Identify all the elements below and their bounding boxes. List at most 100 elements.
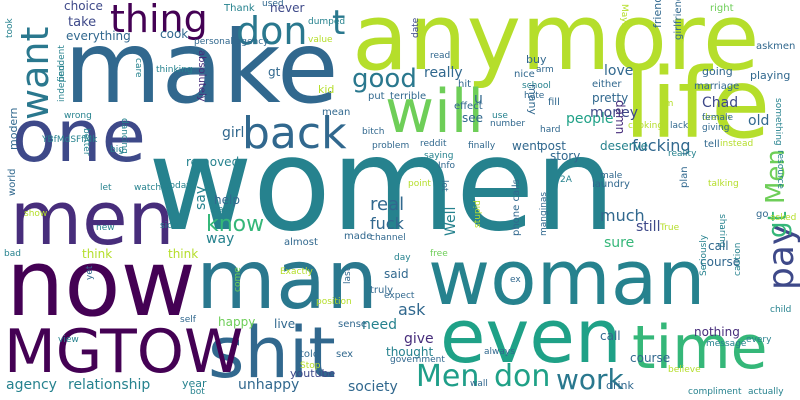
word-marriage: marriage [694, 81, 740, 92]
word-believe: bot [190, 387, 205, 397]
word-mgtow: MGTOW [4, 317, 244, 387]
word-wrong: big [110, 145, 124, 155]
word-many: many [526, 84, 539, 115]
word-modern: course [700, 255, 741, 269]
word-woman: woman [428, 233, 706, 322]
word-still: still [636, 219, 661, 235]
word-girl: girl [222, 125, 245, 141]
word-reality: reality [668, 149, 697, 159]
word-ask: ask [398, 300, 426, 319]
word-last: sense [338, 319, 368, 330]
word-will: will [385, 77, 485, 147]
word-dumped: used [262, 0, 284, 9]
word-compliment: Seriously [699, 234, 709, 276]
word-never: never [270, 1, 305, 15]
word-use: use [492, 111, 508, 121]
word-thing: thing [110, 0, 208, 41]
word-took: let [100, 183, 112, 193]
word-bitch: bitch [362, 127, 385, 137]
word-good: good [352, 64, 417, 94]
word-always: compliment [688, 387, 742, 397]
word-fill: fill [548, 97, 560, 108]
word-phone-calls: phone calls [511, 179, 522, 236]
word-terrible: terrible [390, 91, 427, 102]
word-info: Info [438, 161, 456, 171]
word-back: back [242, 108, 347, 159]
word-equality: caution [733, 242, 743, 276]
word-hate: hate [524, 91, 545, 101]
word-sex: always [484, 347, 515, 357]
word-wall: believe [668, 365, 701, 375]
word-much: much [600, 206, 645, 225]
word-resource: resource [775, 150, 785, 189]
word-thinking: jp [204, 181, 213, 191]
word-see: see [462, 111, 484, 125]
word-message: view [58, 335, 79, 345]
word-askmen: right [710, 3, 734, 14]
word-view: find [57, 64, 67, 82]
word-buy: buy [526, 53, 547, 66]
word-think: think [168, 247, 199, 261]
word-asked: asked [770, 213, 797, 223]
word-school: school [522, 81, 551, 91]
word-men-cap: Men [416, 359, 480, 394]
word-ybfmd: better [81, 128, 91, 156]
word-big: side [160, 221, 179, 231]
word-went: went [512, 139, 542, 153]
word-reason: world [7, 168, 18, 196]
word-money: money [590, 105, 638, 121]
word-live: live [274, 317, 296, 331]
word-almost: day [394, 253, 411, 263]
word-read: date [411, 17, 421, 38]
word-told: government [390, 355, 445, 365]
word-lot: lot [439, 180, 449, 192]
word-sense: Stop [300, 361, 321, 371]
word-manginas: manginas [539, 191, 549, 236]
word-really: really [424, 65, 463, 81]
word-real: real [370, 194, 405, 215]
word-find: watch v [134, 183, 170, 193]
word-cook: cook [160, 27, 189, 41]
word-drink: message [706, 339, 747, 349]
word-value: dumped [308, 17, 346, 27]
word-story: story [550, 149, 581, 163]
word-world: said [384, 267, 409, 281]
word-caution: show [24, 209, 48, 219]
word-problem: problem [372, 141, 410, 151]
word-male: male [600, 171, 623, 181]
word-shit: shit [208, 312, 336, 394]
word-t: t [332, 3, 346, 43]
word-cooking: cooking [628, 121, 664, 131]
word-call: call [600, 329, 621, 343]
word-effect: effect [454, 101, 483, 112]
word-dream: dream [702, 113, 732, 123]
word-every: YBfMdSFfMk [42, 135, 98, 145]
word-happy: happy [218, 315, 256, 329]
word-made: free [430, 249, 448, 259]
word-truly: told [300, 349, 320, 360]
word-women: women [148, 111, 616, 260]
word-plan: plan [679, 166, 690, 188]
word-thought: thought [386, 345, 434, 359]
word-sure: sure [604, 235, 635, 251]
word-now: now [6, 230, 196, 337]
word-completely: every [746, 335, 772, 345]
word-expect: sex [336, 349, 354, 360]
word-personal-agency: modern [7, 107, 20, 151]
word-mean: mean [322, 107, 351, 118]
word-take: take [68, 15, 97, 30]
word-bad: care [133, 58, 143, 78]
word-come: last [343, 267, 353, 284]
word-gt-2: gt [268, 65, 281, 79]
word-choice: choice [64, 0, 103, 13]
word-anything: actually [748, 387, 784, 397]
word-right: girlfriend [673, 0, 684, 40]
word-time: time [632, 313, 768, 383]
word-giving: giving [702, 123, 730, 133]
word-instead: instead [720, 139, 754, 149]
word-girlfriend: friend [651, 0, 664, 28]
word-don: don [236, 9, 308, 53]
word-position: expect [384, 291, 415, 301]
word-dancing: new [96, 223, 115, 233]
